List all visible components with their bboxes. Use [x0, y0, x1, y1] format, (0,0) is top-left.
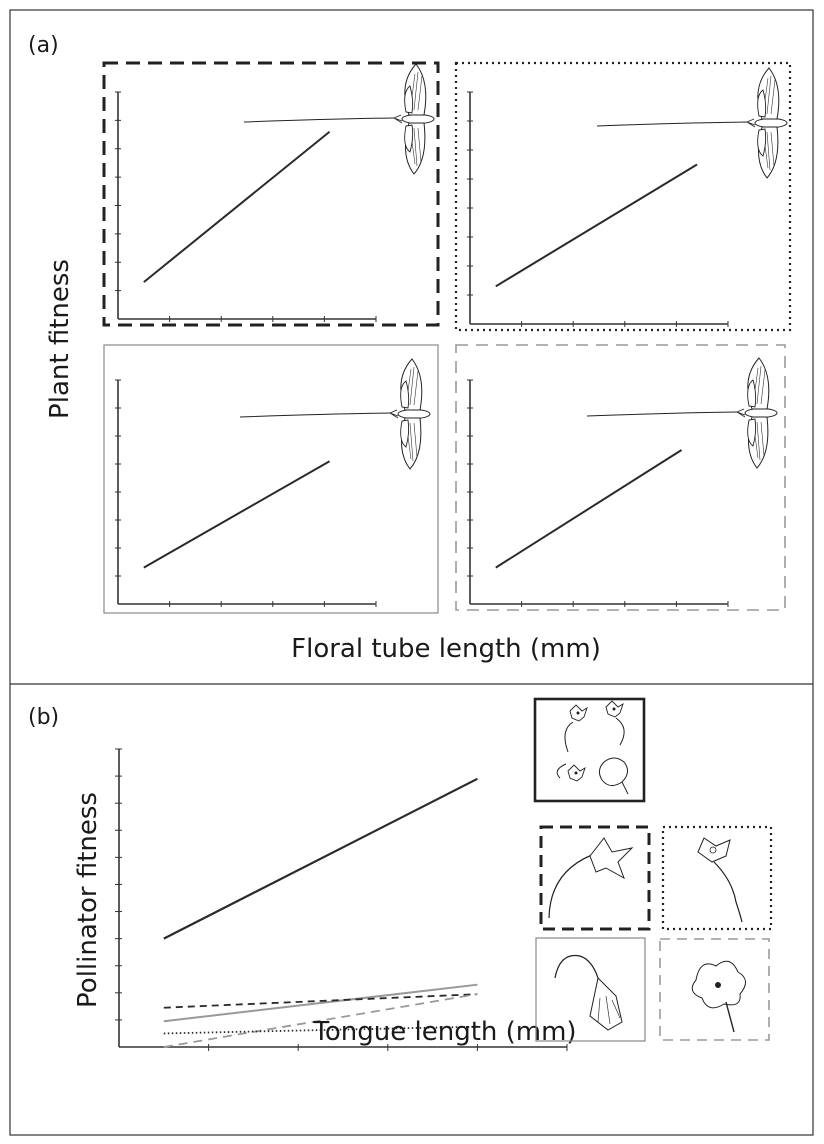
fitness-line-black-dotted	[495, 163, 698, 288]
moth-illustration-2	[596, 67, 788, 179]
flower-cluster-icon	[556, 700, 629, 795]
panel-b-xlabel: Tongue length (mm)	[312, 1017, 576, 1047]
subplot-frame-gray-dashed	[455, 344, 786, 611]
subplot-frame-black-dotted	[454, 61, 792, 332]
series-line-black-dotted	[163, 1025, 478, 1035]
fitness-line-gray-dashed	[495, 449, 683, 569]
flower-icon-dashed	[548, 837, 634, 919]
legend-box-gray-solid	[535, 937, 646, 1042]
legend-box-black-dotted	[661, 825, 773, 931]
moth-illustration-4	[586, 357, 778, 469]
legend-box-black-dashed	[539, 825, 651, 931]
flower-legend	[533, 697, 773, 1042]
series-line-black-dashed	[163, 993, 478, 1009]
panel-b-ylabel: Pollinator fitness	[73, 792, 103, 1008]
panel-a-xlabel: Floral tube length (mm)	[291, 634, 601, 664]
fitness-line-gray-solid	[143, 460, 331, 569]
series-line-gray-dashed	[163, 993, 478, 1048]
moth-illustration-1	[243, 63, 435, 175]
flower-icon-dotted	[697, 837, 743, 923]
legend-box-black-solid	[533, 697, 646, 803]
fitness-line-black-dashed	[143, 130, 331, 283]
panel-b-label: (b)	[28, 705, 59, 730]
panel-a-ylabel: Plant fitness	[45, 259, 75, 419]
outer-frame	[9, 9, 814, 1136]
panel-a-label: (a)	[28, 33, 59, 58]
subplot-2	[467, 91, 729, 327]
moth-illustration-3	[239, 358, 431, 470]
panel-a-plot-area	[115, 91, 729, 607]
panel-b-plot-area	[115, 748, 568, 1051]
flower-icon-gray-solid	[554, 954, 623, 1031]
series-line-gray-solid	[163, 983, 478, 1023]
subplot-1	[115, 91, 377, 322]
subplot-frame-black-dashed	[102, 61, 440, 327]
subplot-frame-gray-solid	[103, 344, 439, 614]
flower-icon-gray-dashed	[691, 960, 746, 1033]
series-line-black-solid	[163, 777, 478, 940]
subplot-4	[467, 379, 729, 607]
subplot-3	[115, 379, 377, 607]
legend-box-gray-dashed	[659, 938, 770, 1041]
